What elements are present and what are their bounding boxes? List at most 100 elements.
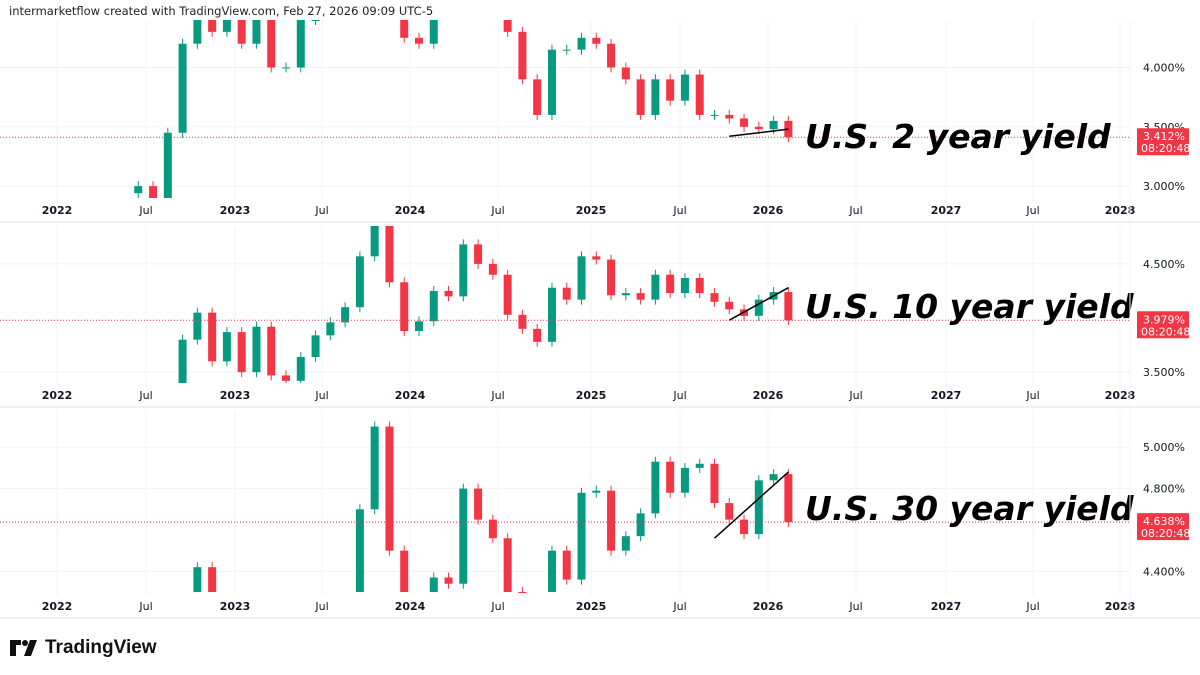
candle bbox=[355, 509, 364, 592]
candle bbox=[621, 67, 630, 80]
candle bbox=[607, 43, 616, 68]
x-tick-label: 2024 bbox=[395, 600, 426, 613]
candle bbox=[547, 550, 556, 592]
candle bbox=[252, 20, 261, 44]
candle bbox=[341, 307, 350, 323]
candle bbox=[429, 20, 438, 44]
x-tick-label: 2023 bbox=[220, 204, 251, 217]
candle bbox=[444, 577, 453, 584]
candle bbox=[163, 132, 172, 198]
x-tick-label: Jul bbox=[672, 600, 686, 613]
candle bbox=[533, 328, 542, 342]
candle bbox=[296, 20, 305, 68]
candle bbox=[252, 326, 261, 373]
x-tick-label: 2028 bbox=[1105, 600, 1136, 613]
candle bbox=[592, 256, 601, 260]
candle bbox=[178, 43, 187, 133]
candle bbox=[754, 299, 763, 316]
yield-annotation: U.S. 2 year yield bbox=[805, 117, 1111, 156]
x-tick-label: Jul bbox=[490, 389, 504, 402]
y-tick-label: 5.000% bbox=[1143, 441, 1185, 454]
x-tick-label: 2022 bbox=[42, 600, 73, 613]
candle bbox=[414, 37, 423, 44]
candle bbox=[385, 426, 394, 551]
countdown-label: 08:20:48 bbox=[1141, 527, 1190, 540]
candle bbox=[769, 120, 778, 130]
candle bbox=[680, 467, 689, 493]
candle bbox=[222, 20, 231, 32]
candle bbox=[518, 31, 527, 80]
x-tick-label: Jul bbox=[490, 204, 504, 217]
candle bbox=[222, 332, 231, 362]
candle bbox=[385, 226, 394, 283]
candle bbox=[651, 274, 660, 300]
logo-text: TradingView bbox=[45, 637, 157, 658]
candle bbox=[666, 461, 675, 493]
candle bbox=[621, 293, 630, 296]
x-tick-label: 2027 bbox=[931, 389, 962, 402]
candle bbox=[577, 37, 586, 50]
y-tick-label: 4.000% bbox=[1143, 61, 1185, 74]
candle bbox=[370, 426, 379, 510]
candle bbox=[503, 274, 512, 315]
x-tick-label: 2024 bbox=[395, 204, 426, 217]
candle bbox=[666, 79, 675, 101]
candle bbox=[400, 282, 409, 332]
candle bbox=[547, 49, 556, 115]
candle bbox=[193, 312, 202, 340]
y-tick-label: 4.400% bbox=[1143, 565, 1185, 578]
candle bbox=[784, 292, 793, 321]
tradingview-logo[interactable]: TradingView bbox=[10, 637, 157, 659]
candle bbox=[710, 293, 719, 302]
candle bbox=[237, 20, 246, 44]
x-tick-label: 2023 bbox=[220, 389, 251, 402]
chart-canvas[interactable]: 3.000% 3.500% 4.000% 2022 Jul 2023 Jul 2024 Jul 2… bbox=[0, 0, 1200, 632]
x-tick-label: Jul bbox=[138, 204, 152, 217]
yield-annotation: U.S. 10 year yield bbox=[805, 287, 1134, 326]
candle bbox=[784, 474, 793, 523]
candle bbox=[459, 244, 468, 297]
x-tick-label: 2028 bbox=[1105, 389, 1136, 402]
y-tick-label: 3.000% bbox=[1143, 180, 1185, 193]
x-tick-label: Jul bbox=[672, 389, 686, 402]
candle bbox=[725, 503, 734, 520]
candle bbox=[282, 375, 291, 381]
candle bbox=[459, 488, 468, 584]
candle bbox=[695, 463, 704, 468]
x-tick-label: 2026 bbox=[753, 389, 784, 402]
candle bbox=[267, 20, 276, 68]
x-tick-label: 2025 bbox=[576, 389, 607, 402]
trendline bbox=[729, 128, 789, 138]
x-tick-label: Jul bbox=[1025, 389, 1039, 402]
x-tick-label: Jul bbox=[314, 204, 328, 217]
x-tick-label: Jul bbox=[848, 600, 862, 613]
candle bbox=[429, 577, 438, 592]
candle bbox=[592, 37, 601, 44]
candles bbox=[193, 421, 793, 593]
candle bbox=[282, 67, 291, 69]
x-tick-label: 2023 bbox=[220, 600, 251, 613]
candles bbox=[134, 20, 793, 198]
candle bbox=[193, 567, 202, 592]
last-price-label: 4.638% bbox=[1143, 515, 1185, 528]
trendline bbox=[713, 471, 789, 539]
candle bbox=[680, 277, 689, 294]
candle bbox=[414, 321, 423, 332]
candle bbox=[577, 492, 586, 580]
x-tick-label: 2027 bbox=[931, 204, 962, 217]
candles bbox=[178, 226, 793, 383]
x-tick-label: Jul bbox=[314, 600, 328, 613]
x-tick-label: Jul bbox=[672, 204, 686, 217]
y-tick-label: 3.500% bbox=[1143, 366, 1185, 379]
candle bbox=[695, 277, 704, 294]
candle bbox=[474, 488, 483, 520]
candle bbox=[208, 20, 217, 32]
candle bbox=[754, 480, 763, 535]
candle bbox=[651, 461, 660, 514]
candle bbox=[547, 287, 556, 342]
candle bbox=[725, 114, 734, 119]
candle bbox=[636, 293, 645, 300]
last-price-label: 3.412% bbox=[1143, 130, 1185, 143]
last-price-label: 3.979% bbox=[1143, 313, 1185, 326]
candle bbox=[429, 290, 438, 322]
